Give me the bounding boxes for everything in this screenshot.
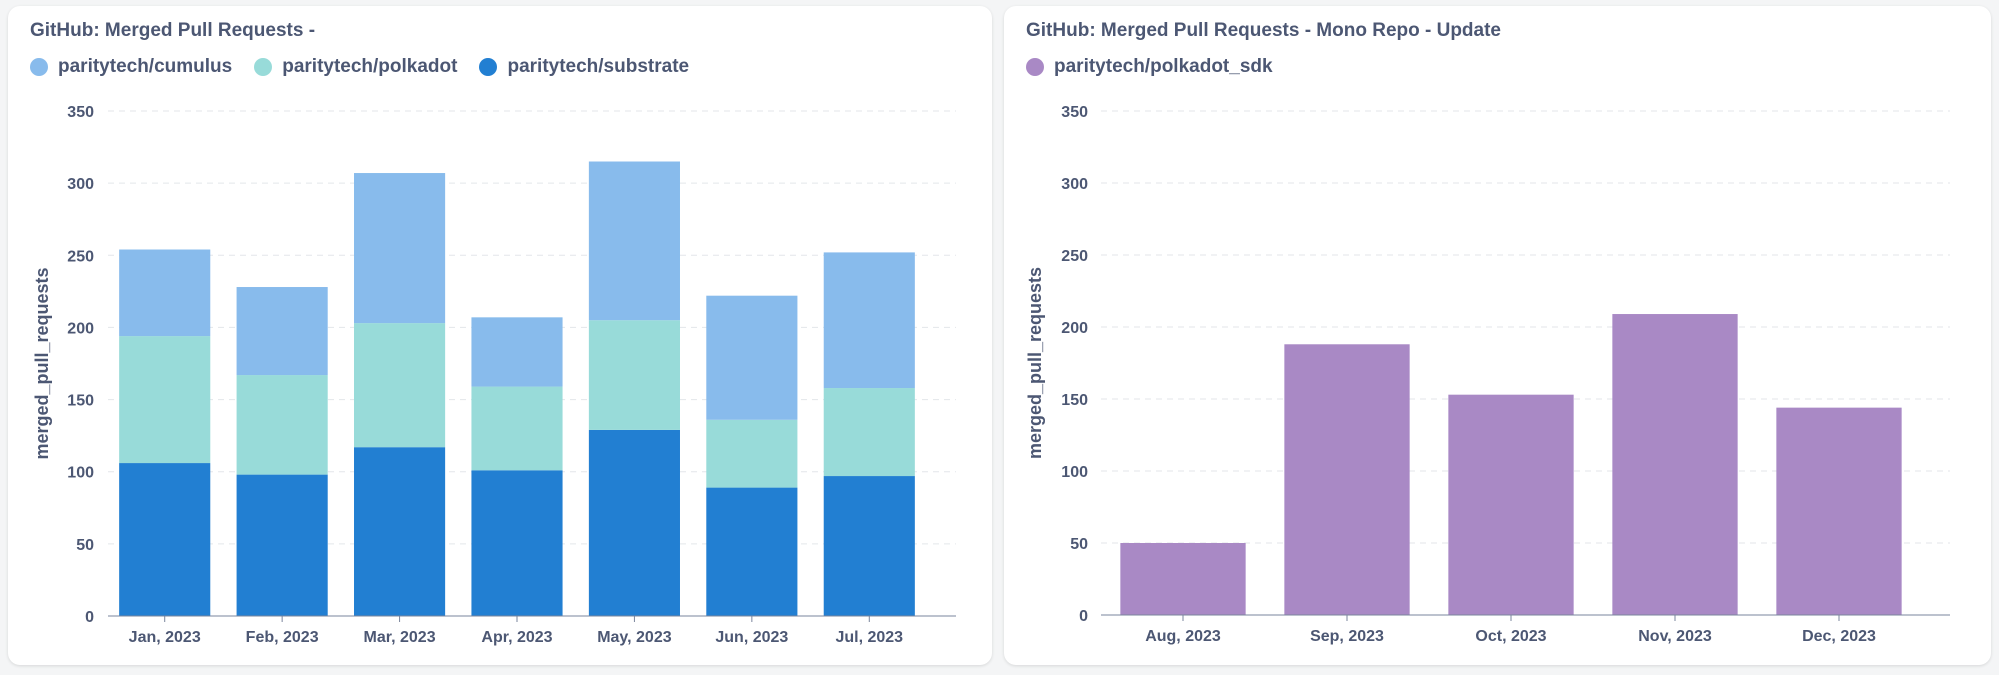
y-tick-label: 300 xyxy=(67,176,94,193)
legend-label-cumulus: paritytech/cumulus xyxy=(58,56,233,77)
bar-substrate xyxy=(354,447,446,616)
y-axis-title: merged_pull_requests xyxy=(1025,267,1045,459)
x-tick-label: Mar, 2023 xyxy=(364,629,436,646)
x-tick-label: Apr, 2023 xyxy=(481,629,552,646)
x-tick-label: Dec, 2023 xyxy=(1802,628,1876,645)
y-tick-label: 100 xyxy=(1061,464,1088,481)
legend-label-substrate: paritytech/substrate xyxy=(507,56,690,77)
y-tick-label: 250 xyxy=(1061,248,1088,265)
bar-polkadot-sdk xyxy=(1120,543,1246,615)
bar-polkadot-sdk xyxy=(1612,314,1738,615)
bar-cumulus xyxy=(119,249,211,337)
bar-substrate xyxy=(823,476,915,616)
legend-item-cumulus[interactable]: paritytech/cumulus xyxy=(30,56,232,78)
bar-polkadot xyxy=(471,386,563,471)
legend-swatch-polkadot xyxy=(254,58,273,76)
x-tick-label: Sep, 2023 xyxy=(1310,628,1384,645)
bar-cumulus xyxy=(354,173,446,324)
x-tick-label: Jan, 2023 xyxy=(129,629,201,646)
x-tick-label: Jul, 2023 xyxy=(835,629,903,646)
y-tick-label: 150 xyxy=(67,393,94,410)
bar-polkadot xyxy=(236,375,328,475)
y-tick-label: 350 xyxy=(67,104,94,121)
x-tick-label: Jun, 2023 xyxy=(715,629,788,646)
y-tick-label: 200 xyxy=(1061,320,1088,337)
bar-polkadot xyxy=(706,419,798,488)
bar-cumulus xyxy=(236,287,328,376)
y-tick-label: 50 xyxy=(76,537,94,554)
legend-label-polkadot: paritytech/polkadot xyxy=(282,56,458,77)
y-tick-label: 200 xyxy=(67,320,94,337)
legend-swatch-substrate xyxy=(479,58,498,76)
bar-cumulus xyxy=(823,252,915,389)
x-tick-label: Aug, 2023 xyxy=(1145,628,1221,645)
chart-card-merged-prs: GitHub: Merged Pull Requests - paritytec… xyxy=(8,6,992,665)
legend-swatch-polkadot-sdk xyxy=(1026,58,1044,76)
y-tick-label: 150 xyxy=(1061,392,1088,409)
bar-substrate xyxy=(471,470,563,616)
bar-substrate xyxy=(706,487,798,616)
stacked-bar-chart: 0 50 100 150 200 250 300 350 merged_pull_request… xyxy=(32,104,956,646)
bar-chart: 0 50 100 150 200 250 300 350 merged_pull_request… xyxy=(1025,104,1950,645)
bar-substrate xyxy=(236,474,328,616)
y-tick-label: 0 xyxy=(85,609,94,626)
bar-cumulus xyxy=(471,317,563,387)
bar-substrate xyxy=(588,429,680,616)
bar-polkadot xyxy=(119,336,211,464)
legend-item-substrate[interactable]: paritytech/substrate xyxy=(479,56,689,78)
x-tick-label: Feb, 2023 xyxy=(246,629,319,646)
bar-polkadot xyxy=(588,320,680,430)
bar-cumulus xyxy=(706,295,798,420)
chart-title[interactable]: GitHub: Merged Pull Requests - Mono Repo… xyxy=(1026,20,1501,41)
bar-polkadot xyxy=(354,323,446,448)
y-tick-label: 50 xyxy=(1070,536,1088,553)
bar-polkadot-sdk xyxy=(1448,394,1574,615)
legend-label-polkadot-sdk: paritytech/polkadot_sdk xyxy=(1054,56,1273,77)
bar-polkadot-sdk xyxy=(1776,407,1902,615)
y-tick-label: 0 xyxy=(1079,608,1088,625)
y-tick-label: 100 xyxy=(67,465,94,482)
chart-legend: paritytech/cumulus paritytech/polkadot p… xyxy=(30,56,689,78)
x-tick-label: May, 2023 xyxy=(597,629,672,646)
bar-polkadot xyxy=(823,388,915,477)
bar-cumulus xyxy=(588,161,680,321)
legend-swatch-cumulus xyxy=(30,58,48,76)
y-tick-label: 300 xyxy=(1061,176,1088,193)
y-tick-label: 250 xyxy=(67,248,94,265)
bar-polkadot-sdk xyxy=(1284,344,1410,615)
legend-item-polkadot[interactable]: paritytech/polkadot xyxy=(254,56,457,78)
y-tick-label: 350 xyxy=(1061,104,1088,121)
chart-card-mono-repo: GitHub: Merged Pull Requests - Mono Repo… xyxy=(1004,6,1991,665)
chart-title[interactable]: GitHub: Merged Pull Requests - xyxy=(30,20,316,41)
y-axis-title: merged_pull_requests xyxy=(32,267,52,459)
x-tick-label: Oct, 2023 xyxy=(1475,628,1546,645)
bar-substrate xyxy=(119,463,211,616)
legend-item-polkadot-sdk[interactable]: paritytech/polkadot_sdk xyxy=(1026,56,1273,78)
chart-legend: paritytech/polkadot_sdk xyxy=(1026,56,1273,78)
x-tick-label: Nov, 2023 xyxy=(1638,628,1712,645)
